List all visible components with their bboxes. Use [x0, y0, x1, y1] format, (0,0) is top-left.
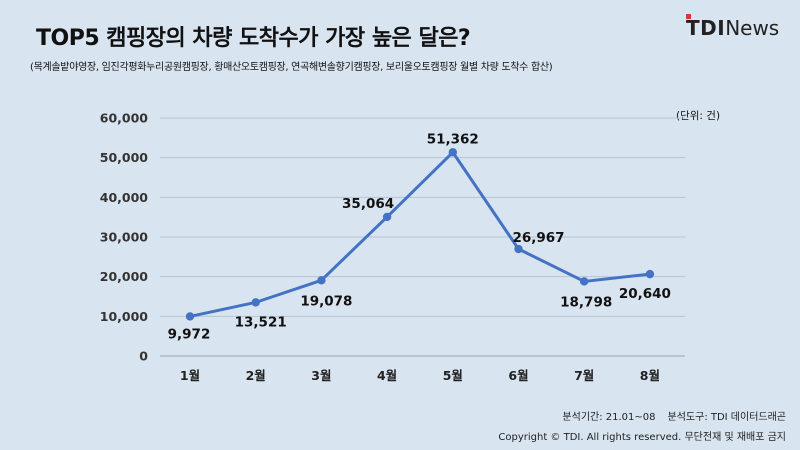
x-tick-label: 3월	[311, 368, 331, 383]
data-label: 18,798	[560, 294, 612, 310]
data-label: 9,972	[168, 326, 211, 342]
data-series	[185, 148, 655, 321]
y-tick-label: 0	[139, 349, 148, 364]
y-tick-label: 30,000	[100, 230, 149, 245]
gridlines	[160, 117, 685, 357]
y-tick-label: 10,000	[100, 309, 149, 324]
data-label: 35,064	[342, 196, 394, 212]
data-label: 51,362	[427, 131, 479, 147]
x-tick-label: 1월	[180, 368, 200, 383]
data-point	[382, 212, 392, 222]
x-tick-label: 4월	[377, 368, 397, 383]
data-point	[645, 269, 655, 279]
data-point	[317, 276, 326, 285]
x-tick-label: 7월	[574, 368, 594, 383]
y-tick-label: 40,000	[100, 190, 149, 205]
analysis-tool: 분석도구: TDI 데이터드래곤	[667, 412, 786, 423]
chart-subtitle: (목계솔밭야영장, 임진각평화누리공원캠핑장, 황매산오토캠핑장, 연곡해변솔향…	[30, 62, 553, 73]
data-point	[448, 148, 457, 157]
x-tick-label: 8월	[640, 368, 660, 383]
data-label: 13,521	[235, 314, 287, 330]
analysis-period: 분석기간: 21.01~08	[562, 412, 656, 423]
y-tick-label: 50,000	[100, 150, 149, 165]
logo-tdi-text: TDI	[686, 14, 726, 40]
x-tick-label: 6월	[508, 368, 528, 383]
x-tick-label: 2월	[246, 368, 266, 383]
data-label: 20,640	[619, 286, 671, 302]
chart-title: TOP5 캠핑장의 차량 도착수가 가장 높은 달은?	[36, 26, 471, 51]
copyright-notice: Copyright © TDI. All rights reserved. 무단…	[498, 432, 786, 443]
data-point	[251, 298, 260, 307]
y-axis: 0 10,000 20,000 30,000 40,000 50,000 60,000	[100, 111, 149, 364]
logo-news-text: News	[725, 16, 780, 40]
data-point	[514, 244, 523, 254]
y-tick-label: 20,000	[100, 269, 149, 284]
logo-dot-icon	[686, 14, 691, 19]
data-labels: 9,972 13,521 19,078 35,064 51,362 26,967 18,79…	[168, 131, 671, 342]
data-point	[185, 312, 195, 321]
y-tick-label: 60,000	[100, 111, 149, 126]
data-point	[580, 277, 589, 286]
series-line	[189, 150, 651, 318]
unit-label: (단위: 건)	[676, 110, 721, 122]
data-label: 19,078	[300, 293, 352, 309]
tdi-news-logo: TDINews	[686, 14, 780, 40]
x-tick-label: 5월	[443, 368, 463, 383]
analysis-info: 분석기간: 21.01~08 분석도구: TDI 데이터드래곤	[562, 408, 786, 423]
data-label: 26,967	[512, 230, 564, 246]
x-axis: 1월 2월 3월 4월 5월 6월 7월 8월	[180, 368, 660, 383]
